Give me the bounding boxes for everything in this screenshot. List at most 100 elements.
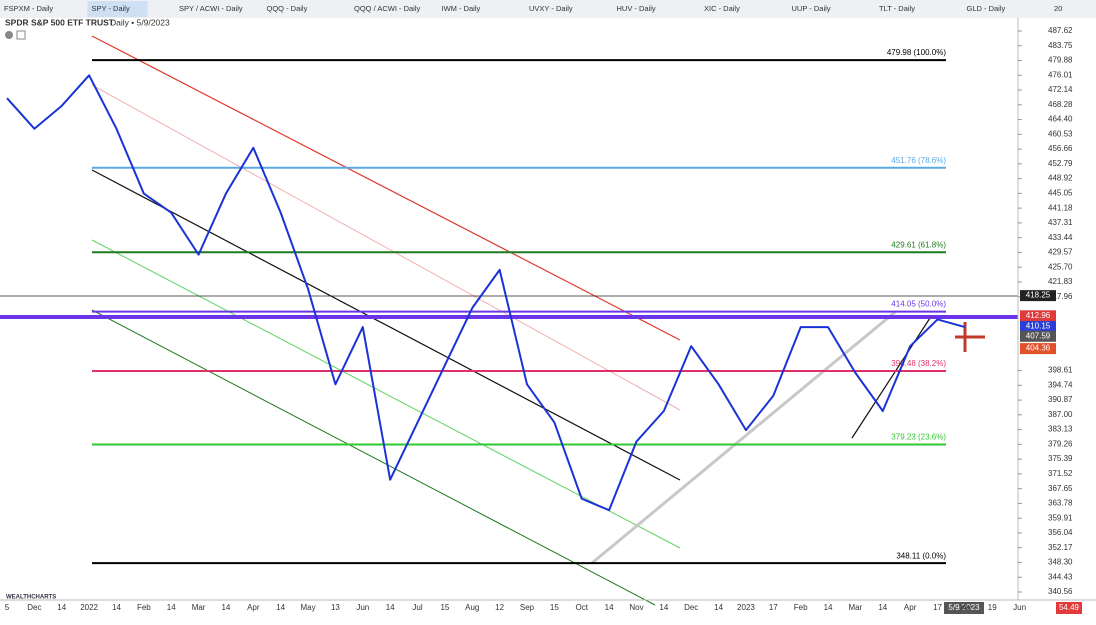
fib-label: 451.76 (78.6%) bbox=[891, 156, 946, 165]
x-tick-label: 14 bbox=[714, 603, 723, 612]
tab-label[interactable]: QQQ / ACWI - Daily bbox=[354, 4, 421, 13]
x-tick-label: Jun bbox=[1013, 603, 1026, 612]
x-tick-label: Jul bbox=[412, 603, 422, 612]
x-tick-label: 14 bbox=[112, 603, 121, 612]
tab-bar: FSPXM - Daily SPY - Daily SPY / ACWI - Dai… bbox=[4, 1, 1062, 17]
x-tick-label: Jun bbox=[356, 603, 369, 612]
y-tick-label: 356.04 bbox=[1048, 528, 1073, 537]
x-tick-label: 14 bbox=[276, 603, 285, 612]
settings-icon[interactable] bbox=[5, 31, 13, 39]
y-tick-label: 352.17 bbox=[1048, 543, 1073, 552]
toolbar bbox=[0, 0, 1096, 18]
price-badge-text: 407.59 bbox=[1026, 331, 1051, 340]
y-tick-label: 468.28 bbox=[1048, 100, 1073, 109]
y-tick-label: 425.70 bbox=[1048, 262, 1073, 271]
x-tick-label: 14 bbox=[386, 603, 395, 612]
x-tick-label: Mar bbox=[849, 603, 863, 612]
price-badge bbox=[1020, 343, 1056, 355]
y-tick-label: 479.88 bbox=[1048, 56, 1073, 65]
y-tick-label: 483.75 bbox=[1048, 41, 1073, 50]
y-tick-label: 387.00 bbox=[1048, 410, 1073, 419]
y-tick-label: 421.83 bbox=[1048, 277, 1073, 286]
y-tick-label: 460.53 bbox=[1048, 129, 1073, 138]
y-tick-label: 394.74 bbox=[1048, 380, 1073, 389]
x-tick-label: 14 bbox=[824, 603, 833, 612]
add-icon[interactable] bbox=[16, 30, 26, 40]
y-tick-label: 456.66 bbox=[1048, 144, 1073, 153]
y-tick-label: 367.65 bbox=[1048, 484, 1073, 493]
x-tick-label: Sep bbox=[520, 603, 535, 612]
price-badge-text: 410.15 bbox=[1026, 322, 1051, 331]
trend-line bbox=[91, 84, 681, 411]
tab-label[interactable]: SPY / ACWI - Daily bbox=[179, 4, 243, 13]
y-tick-label: 398.61 bbox=[1048, 366, 1073, 375]
tab-label[interactable]: GLD - Daily bbox=[967, 4, 1006, 13]
y-tick-label: 363.78 bbox=[1048, 499, 1073, 508]
y-tick-label: 379.26 bbox=[1048, 439, 1073, 448]
x-tick-label: 14 bbox=[221, 603, 230, 612]
price-badge-text: 418.25 bbox=[1026, 291, 1051, 300]
y-tick-label: 344.43 bbox=[1048, 572, 1073, 581]
y-tick-label: 448.92 bbox=[1048, 174, 1073, 183]
price-line bbox=[6, 74, 966, 512]
x-tick-label: 13 bbox=[331, 603, 340, 612]
x-tick-label: 14 bbox=[605, 603, 614, 612]
tab-label[interactable]: FSPXM - Daily bbox=[4, 4, 53, 13]
watermark: WEALTHCHARTS bbox=[6, 595, 56, 601]
x-tick-label: 15 bbox=[440, 603, 449, 612]
price-badge bbox=[1020, 330, 1056, 342]
x-tick-label: 19 bbox=[988, 603, 997, 612]
price-badge bbox=[1020, 290, 1056, 302]
x-tick-label: 17 bbox=[769, 603, 778, 612]
tab-label[interactable]: SPY - Daily bbox=[92, 4, 130, 13]
x-tick-label: 12 bbox=[495, 603, 504, 612]
x-tick-label: 14 bbox=[167, 603, 176, 612]
y-tick-label: 487.62 bbox=[1048, 26, 1073, 35]
x-tick-label: Mar bbox=[192, 603, 206, 612]
y-tick-label: 429.57 bbox=[1048, 248, 1073, 257]
tab-label[interactable]: UVXY - Daily bbox=[529, 4, 573, 13]
y-tick-label: 359.91 bbox=[1048, 513, 1073, 522]
date-badge-text: 5/9/2023 bbox=[948, 603, 980, 612]
y-tick-label: 375.39 bbox=[1048, 454, 1073, 463]
x-tick-label: Feb bbox=[137, 603, 151, 612]
x-tick-label: Oct bbox=[576, 603, 589, 612]
tab-label[interactable]: HUV - Daily bbox=[617, 4, 656, 13]
x-tick-label: 2022 bbox=[80, 603, 98, 612]
date-badge bbox=[944, 602, 984, 614]
x-tick-label: 14 bbox=[878, 603, 887, 612]
x-tick-label: Apr bbox=[247, 603, 260, 612]
price-badge bbox=[1020, 321, 1056, 333]
fib-label: 429.61 (61.8%) bbox=[891, 240, 946, 249]
indicator-badge-text: 54.49 bbox=[1059, 603, 1080, 612]
x-tick-label: 2023 bbox=[737, 603, 755, 612]
x-tick-label: Ma bbox=[959, 603, 971, 612]
chart-title: SPDR S&P 500 ETF TRUST bbox=[5, 17, 115, 27]
x-tick-label: Dec bbox=[684, 603, 698, 612]
y-tick-label: 371.52 bbox=[1048, 469, 1073, 478]
price-badge bbox=[1020, 310, 1056, 322]
trend-line bbox=[91, 35, 681, 341]
fib-label: 479.98 (100.0%) bbox=[887, 48, 946, 57]
tab-label[interactable]: IWM - Daily bbox=[442, 4, 481, 13]
x-tick-label: Nov bbox=[629, 603, 643, 612]
y-tick-label: 441.18 bbox=[1048, 203, 1073, 212]
x-tick-label: 15 bbox=[550, 603, 559, 612]
y-tick-label: 464.40 bbox=[1048, 115, 1073, 124]
tab-label[interactable]: UUP - Daily bbox=[792, 4, 831, 13]
y-tick-label: 437.31 bbox=[1048, 218, 1073, 227]
trend-line bbox=[91, 169, 681, 481]
tab-label[interactable]: TLT - Daily bbox=[879, 4, 915, 13]
y-tick-label: 383.13 bbox=[1048, 425, 1073, 434]
fib-label: 379.23 (23.6%) bbox=[891, 433, 946, 442]
x-tick-label: Aug bbox=[465, 603, 479, 612]
tab-label[interactable]: XIC - Daily bbox=[704, 4, 740, 13]
tab-label[interactable]: 20 bbox=[1054, 4, 1062, 13]
tab-label[interactable]: QQQ - Daily bbox=[267, 4, 308, 13]
y-tick-label: 348.30 bbox=[1048, 558, 1073, 567]
price-badge-text: 412.96 bbox=[1026, 311, 1051, 320]
y-tick-label: 452.79 bbox=[1048, 159, 1073, 168]
chart-subtitle: Daily • 5/9/2023 bbox=[110, 17, 170, 27]
y-tick-label: 472.14 bbox=[1048, 85, 1073, 94]
price-badge-text: 404.36 bbox=[1026, 344, 1051, 353]
